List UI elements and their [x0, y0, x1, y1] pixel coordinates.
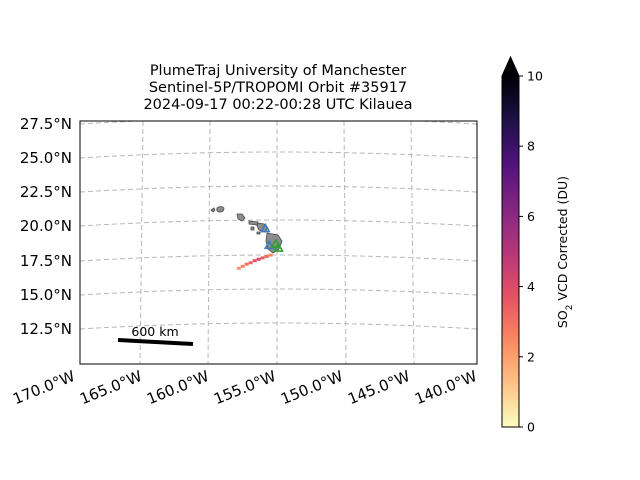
colorbar-tick-label: 10	[527, 69, 543, 84]
parallel-15-0	[80, 288, 477, 296]
volcano-triangle-marker	[270, 238, 282, 248]
island-niihau	[210, 207, 216, 213]
colorbar-tick-label: 0	[527, 420, 535, 435]
meridian-150	[343, 121, 347, 364]
volcano-triangle-marker	[259, 222, 271, 233]
island-molokai	[248, 220, 259, 226]
plume-pixel	[268, 253, 273, 257]
island-kahoolawe	[256, 231, 261, 235]
colorbar-tick-label: 4	[527, 279, 535, 294]
lat-tick-labels: 27.5°N 25.0°N 22.5°N 20.0°N 17.5°N 15.0°…	[20, 115, 72, 338]
volcano-triangle-marker	[263, 239, 275, 250]
title-line-1: PlumeTraj University of Manchester	[150, 63, 406, 79]
plume-pixel	[264, 254, 269, 258]
title-line-2: Sentinel-5P/TROPOMI Orbit #35917	[149, 80, 407, 96]
lat-tick-label: 25.0°N	[20, 149, 72, 167]
scale-bar-label: 600 km	[131, 324, 178, 339]
parallel-12-5	[80, 322, 477, 330]
volcano-markers	[259, 222, 284, 252]
plume-pixel	[260, 256, 265, 260]
figure-title: PlumeTraj University of Manchester Senti…	[143, 63, 412, 113]
parallel-25-0	[80, 151, 477, 159]
colorbar: 0 2 4 6 8 10 SO2 VCD Corrected (DU)	[501, 55, 575, 435]
lon-tick-label: 150.0°W	[278, 367, 345, 408]
colorbar-label: SO2 VCD Corrected (DU)	[555, 176, 575, 328]
map-panel: 600 km	[79, 120, 484, 365]
parallel-22-5	[80, 185, 477, 193]
lon-tick-labels: 170.0°W 165.0°W 160.0°W 155.0°W 150.0°W …	[10, 367, 479, 408]
lon-tick-label: 140.0°W	[412, 367, 479, 408]
plume-pixel	[244, 262, 249, 266]
plume-pixel	[252, 259, 257, 263]
title-line-3: 2024-09-17 00:22-00:28 UTC Kilauea	[143, 97, 412, 113]
lon-tick-label: 165.0°W	[77, 367, 144, 408]
meridian-140	[478, 121, 484, 364]
map-frame	[79, 120, 478, 365]
meridian-160	[207, 121, 211, 364]
plume-pixel	[240, 264, 245, 268]
lat-tick-label: 17.5°N	[20, 252, 72, 270]
island-oahu	[236, 213, 246, 222]
lon-tick-label: 145.0°W	[345, 367, 412, 408]
meridian-165	[139, 121, 144, 364]
plume-pixel	[256, 257, 261, 261]
colorbar-gradient	[502, 76, 519, 427]
island-lanai	[250, 226, 255, 231]
parallel-20-0	[80, 219, 477, 227]
colorbar-extend-arrow	[502, 57, 519, 76]
colorbar-ticks: 0 2 4 6 8 10	[519, 69, 543, 435]
lat-tick-label: 27.5°N	[20, 115, 72, 133]
parallel-17-5	[80, 254, 477, 262]
island-kauai	[216, 206, 225, 213]
volcano-triangle-marker	[273, 242, 284, 252]
lon-tick-label: 160.0°W	[144, 367, 211, 408]
lat-tick-label: 15.0°N	[20, 286, 72, 304]
colorbar-tick-label: 6	[527, 209, 535, 224]
colorbar-outline	[501, 55, 520, 428]
lat-tick-label: 20.0°N	[20, 217, 72, 235]
scale-bar-line	[117, 338, 194, 346]
colorbar-tick-label: 2	[527, 349, 535, 364]
plume-pixel	[236, 266, 241, 270]
lon-tick-label: 170.0°W	[10, 367, 77, 408]
scale-bar: 600 km	[117, 324, 194, 346]
meridian-145	[410, 121, 415, 364]
colorbar-tick-label: 8	[527, 139, 535, 154]
so2-plume	[236, 253, 273, 270]
lat-tick-label: 22.5°N	[20, 183, 72, 201]
lat-tick-label: 12.5°N	[20, 320, 72, 338]
lon-tick-label: 155.0°W	[211, 367, 278, 408]
plume-pixel	[248, 261, 253, 265]
